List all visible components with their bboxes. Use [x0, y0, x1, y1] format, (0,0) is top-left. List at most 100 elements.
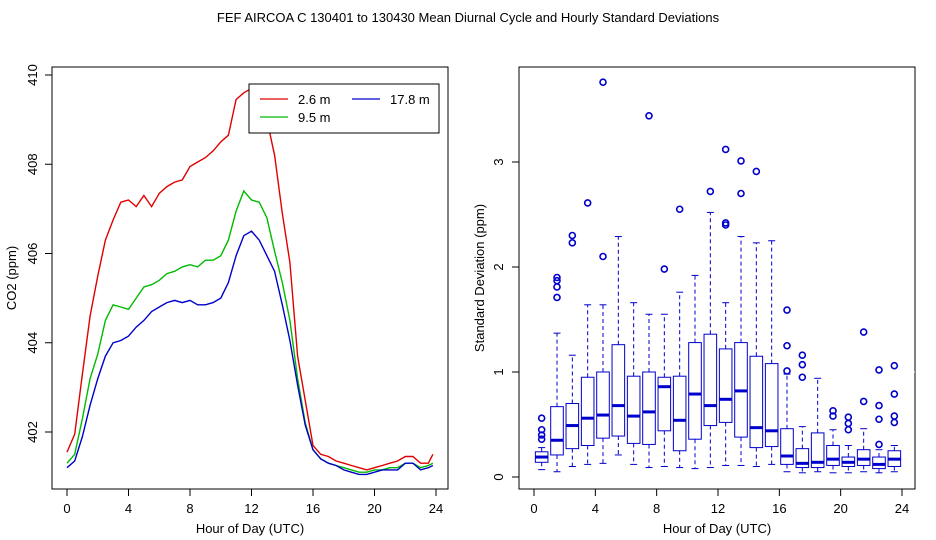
std-box-outlier	[737, 157, 745, 165]
co2-series-9-5-m-line	[66, 189, 434, 473]
std-box-hour-3.5	[580, 199, 595, 465]
std-box-outlier	[568, 231, 577, 240]
co2-x-tick-label: 16	[306, 501, 320, 516]
std-box-outlier	[645, 112, 653, 120]
std-box-outlier	[706, 187, 715, 196]
co2-y-tick-label: 408	[25, 153, 40, 175]
std-box-hour-12.5	[718, 145, 733, 466]
std-box-iqr	[810, 432, 825, 469]
std-box-hour-16.5	[780, 306, 794, 473]
std-box-outlier	[752, 167, 761, 176]
co2-x-tick-label: 8	[186, 501, 193, 516]
std-x-axis: 0 4 8 12 16 20 24	[530, 488, 909, 516]
std-box-outlier	[875, 415, 883, 424]
std-box-outlier	[798, 351, 807, 360]
co2-x-tick-label: 24	[429, 501, 443, 516]
figure-title: FEF AIRCOA C 130401 to 130430 Mean Diurn…	[217, 10, 720, 25]
std-box-iqr	[550, 406, 564, 456]
std-y-axis: 0 1 2 3	[491, 158, 520, 481]
legend-label-2-6m: 2.6 m	[298, 92, 331, 107]
std-y-tick-label: 2	[491, 263, 506, 270]
co2-y-tick-label: 404	[25, 332, 40, 354]
std-box-outlier	[798, 373, 807, 382]
legend-label-9-5m: 9.5 m	[298, 110, 331, 125]
std-box-hour-19.5	[826, 407, 840, 474]
std-box-outlier	[553, 273, 561, 282]
std-box-outlier	[890, 418, 899, 427]
std-y-tick-label: 0	[491, 473, 506, 480]
std-box-outlier	[660, 265, 669, 273]
std-box-iqr	[856, 449, 871, 466]
std-box-iqr	[703, 333, 718, 427]
std-x-tick-label: 12	[711, 501, 725, 516]
std-box-hour-1.5	[550, 273, 564, 473]
std-box-hour-8.5	[657, 265, 672, 467]
std-box-hour-7.5	[642, 112, 656, 469]
std-box-hour-13.5	[734, 157, 748, 466]
std-box-hour-10.5	[688, 274, 702, 470]
std-x-tick-label: 24	[895, 501, 909, 516]
co2-x-tick-label: 0	[63, 501, 70, 516]
std-box-hour-23.5	[887, 361, 902, 473]
std-box-iqr	[872, 456, 886, 470]
co2-x-tick-label: 4	[125, 501, 132, 516]
std-y-tick-label: 1	[491, 368, 506, 375]
std-box-outlier	[599, 252, 607, 261]
legend-label-17-8m: 17.8 m	[390, 92, 430, 107]
std-box-outlier	[783, 306, 791, 314]
std-box-outlier	[553, 276, 561, 285]
std-box-outlier	[583, 199, 592, 207]
std-box-outlier	[890, 390, 899, 398]
std-box-outlier	[537, 414, 546, 423]
co2-series-lines	[66, 85, 434, 476]
std-box-outlier	[553, 283, 561, 291]
co2-series-17-8-m-line	[66, 230, 434, 476]
co2-series-2-6-m-line	[66, 85, 434, 471]
std-box-iqr	[749, 355, 764, 449]
std-box-outlier	[798, 360, 807, 369]
std-box-iqr	[611, 344, 626, 437]
co2-legend-box	[248, 83, 440, 134]
std-box-outlier	[737, 189, 745, 198]
std-box-outlier	[890, 412, 899, 420]
std-box-iqr	[626, 375, 641, 444]
std-box-outlier	[859, 397, 868, 406]
std-x-tick-label: 0	[530, 501, 537, 516]
co2-y-tick-label: 406	[25, 243, 40, 265]
std-box-outlier	[890, 361, 899, 370]
std-box-iqr	[764, 363, 779, 448]
std-box-hour-6.5	[626, 302, 641, 465]
std-box-hour-2.5	[565, 231, 580, 467]
std-box-iqr	[688, 342, 702, 440]
std-box-hour-5.5	[611, 236, 626, 456]
std-x-tick-label: 4	[592, 501, 599, 516]
std-box-outlier	[844, 425, 853, 434]
std-box-iqr	[657, 376, 672, 432]
std-box-outlier	[844, 419, 853, 428]
std-box-hour-18.5	[810, 377, 825, 473]
std-x-tick-label: 8	[653, 501, 660, 516]
std-box-iqr	[718, 348, 733, 423]
std-box-iqr	[826, 445, 840, 466]
std-box-outlier	[553, 293, 561, 302]
std-box-outlier	[783, 341, 791, 350]
std-box-iqr	[580, 376, 595, 446]
std-box-outlier	[844, 413, 853, 421]
co2-legend: 2.6 m 9.5 m 17.8 m	[248, 83, 440, 134]
std-box-outlier	[568, 239, 577, 247]
std-box-outlier	[721, 219, 730, 227]
std-box-hour-14.5	[749, 167, 764, 467]
co2-x-axis: 0 4 8 12 16 20 24	[63, 488, 443, 516]
std-box-iqr	[672, 375, 687, 452]
co2-x-axis-label: Hour of Day (UTC)	[196, 521, 304, 536]
std-box-outlier	[721, 145, 730, 154]
std-box-hour-0.5	[534, 414, 549, 471]
std-box-outlier	[537, 425, 546, 434]
std-box-outlier	[829, 407, 837, 415]
std-box-hour-15.5	[764, 240, 779, 465]
std-box-iqr	[596, 371, 610, 439]
std-x-axis-label: Hour of Day (UTC)	[663, 521, 771, 536]
co2-y-axis-label: CO2 (ppm)	[4, 246, 19, 310]
co2-line-chart: 0 4 8 12 16 20 24 402 404 406 408 410 Hour of Day …	[4, 64, 449, 536]
